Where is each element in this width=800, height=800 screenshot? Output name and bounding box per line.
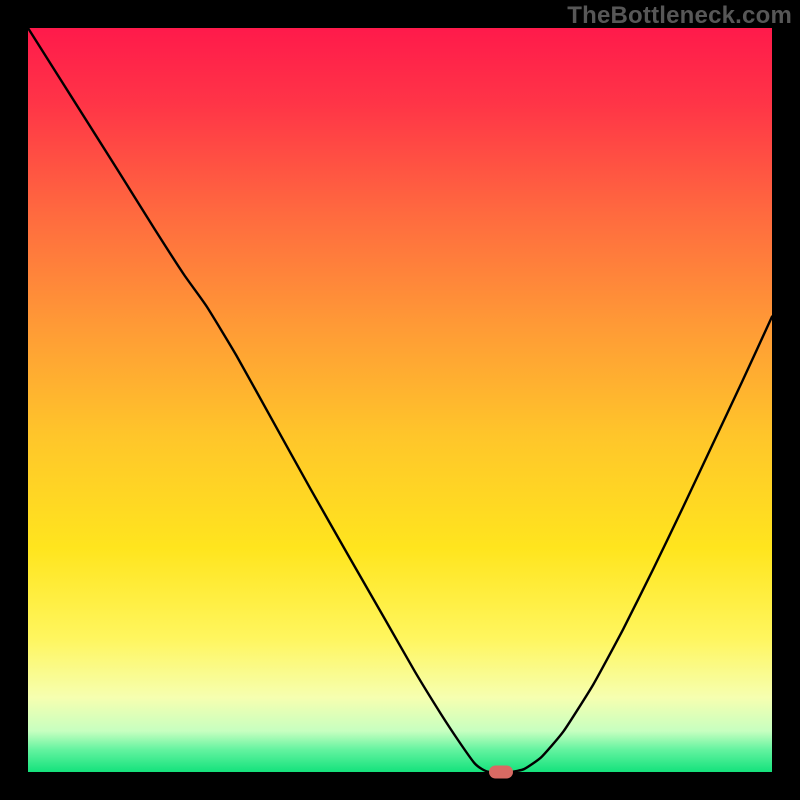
chart-stage: TheBottleneck.com [0, 0, 800, 800]
plot-background-gradient [28, 28, 772, 772]
bottleneck-chart [0, 0, 800, 800]
optimal-point-marker [489, 766, 513, 779]
